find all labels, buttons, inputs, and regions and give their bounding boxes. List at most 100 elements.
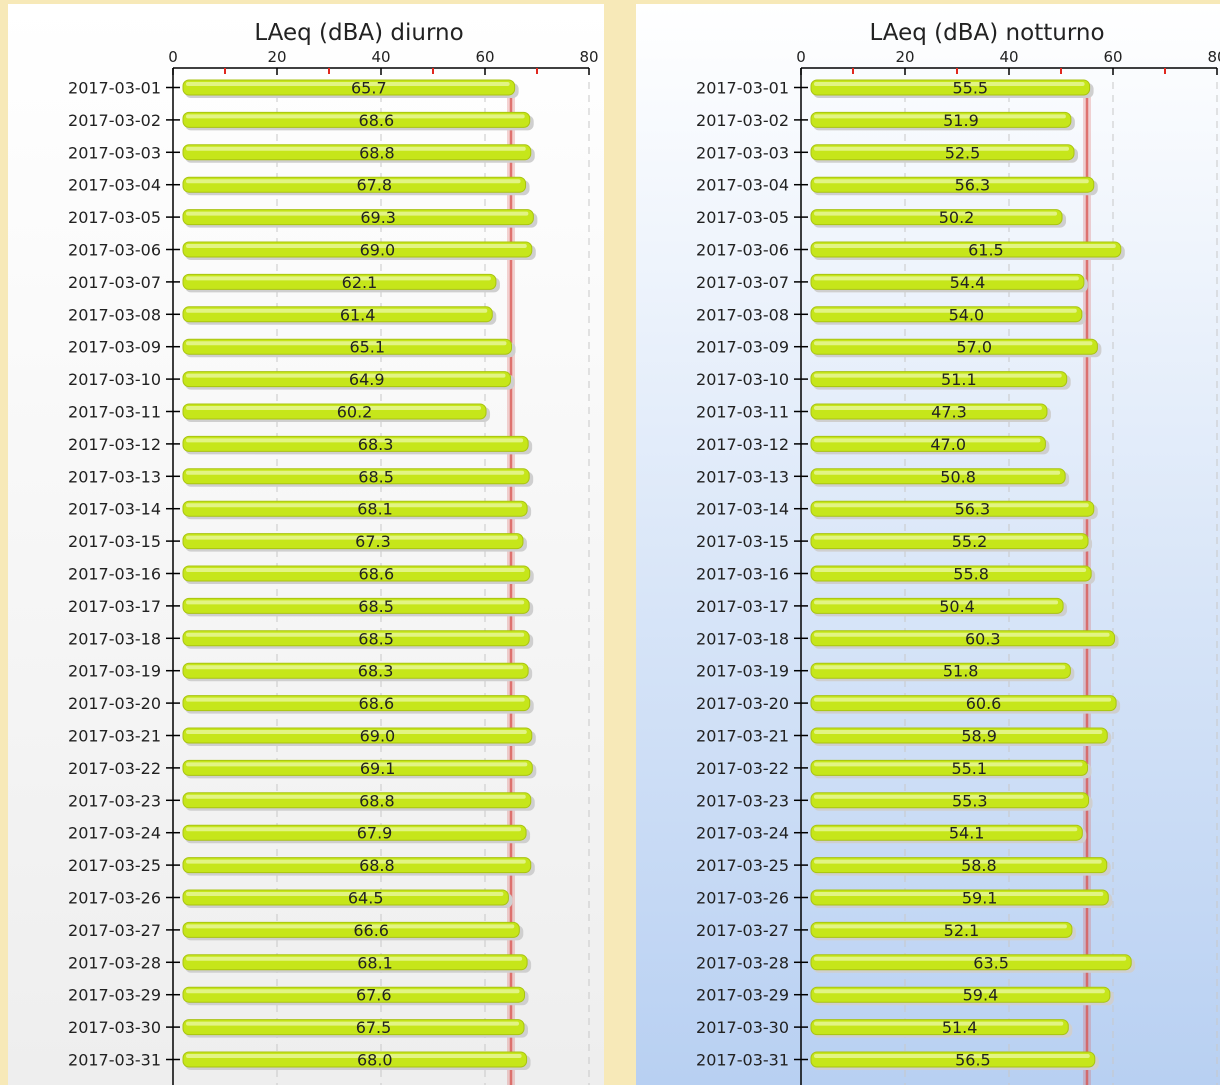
bar-row: 2017-03-31 68.0 [68,1051,531,1070]
bar-row: 2017-03-20 60.6 [696,694,1121,714]
bar-value-label: 50.2 [939,208,975,227]
y-tick-label: 2017-03-19 [68,662,161,681]
bar-row: 2017-03-08 61.4 [68,305,497,325]
y-tick-label: 2017-03-03 [696,143,789,162]
y-tick-label: 2017-03-25 [68,856,161,875]
y-tick-label: 2017-03-07 [696,273,789,292]
bar-highlight [186,503,523,508]
y-tick-label: 2017-03-21 [696,727,789,746]
bar-row: 2017-03-03 68.8 [68,143,535,163]
bar-row: 2017-03-06 69.0 [68,241,536,260]
x-tick-label-80: 80 [1207,48,1220,66]
chart-diurno: LAeq (dBA) diurno 0 20 40 60 80 2017-03-01 65.7… [8,4,604,1085]
bar-row: 2017-03-18 60.3 [696,629,1119,649]
bar-value-label: 54.0 [949,305,985,324]
x-tick-label-0: 0 [168,48,178,66]
bar-row: 2017-03-02 68.6 [68,111,534,131]
bar-row: 2017-03-11 60.2 [68,403,491,422]
bar-value-label: 68.3 [358,435,394,454]
bar-row: 2017-03-09 57.0 [696,338,1102,358]
bar-row: 2017-03-26 64.5 [68,889,513,908]
bar-row: 2017-03-28 68.1 [68,953,532,973]
y-tick-label: 2017-03-09 [68,338,161,357]
bar-row: 2017-03-10 64.9 [68,370,515,390]
bar-value-label: 67.5 [356,1018,392,1037]
bar-value-label: 60.2 [337,403,373,422]
bar-value-label: 65.7 [351,79,387,98]
bar-row: 2017-03-01 55.5 [696,79,1094,98]
bar-value-label: 55.2 [952,532,988,551]
bar-row: 2017-03-19 51.8 [696,662,1075,682]
x-tick-label-60: 60 [475,48,494,66]
bar-row: 2017-03-24 54.1 [696,824,1087,844]
bar-highlight [186,211,529,216]
bar-value-label: 68.8 [359,143,395,162]
y-tick-label: 2017-03-05 [696,208,789,227]
y-tick-label: 2017-03-26 [68,889,161,908]
bar-value-label: 56.5 [955,1051,991,1070]
bar-highlight [814,114,1066,119]
bar-row: 2017-03-01 65.7 [68,79,519,98]
bar-highlight [814,730,1103,734]
bar-row: 2017-03-07 54.4 [696,273,1088,293]
y-tick-label: 2017-03-10 [68,370,161,389]
bar-row: 2017-03-16 55.8 [696,565,1096,584]
y-tick-label: 2017-03-17 [696,597,789,616]
bar-value-label: 52.5 [945,143,981,162]
y-tick-label: 2017-03-04 [696,176,789,195]
bar-highlight [186,470,525,475]
bar-value-label: 58.8 [961,856,997,875]
bar-highlight [186,179,521,184]
bar-highlight [186,373,506,378]
bar-row: 2017-03-09 65.1 [68,338,516,358]
bar-highlight [186,146,526,151]
chart-title: LAeq (dBA) diurno [254,20,463,46]
bar-highlight [186,665,524,670]
y-tick-label: 2017-03-14 [696,500,789,519]
x-tick-label-20: 20 [895,48,914,66]
bar-highlight [814,665,1066,670]
bar-highlight [186,341,507,346]
bar-row: 2017-03-20 68.6 [68,694,534,714]
bar-row: 2017-03-28 63.5 [696,953,1136,973]
bar-highlight [186,794,526,799]
bar-value-label: 56.3 [955,500,991,519]
bar-highlight [814,1021,1064,1026]
bar-row: 2017-03-21 58.9 [696,727,1112,746]
bar-row: 2017-03-13 68.5 [68,467,534,487]
y-tick-label: 2017-03-05 [68,208,161,227]
bar-highlight [186,568,525,572]
bar-row: 2017-03-13 50.8 [696,467,1070,487]
bar-highlight [186,859,526,864]
bar-row: 2017-03-25 68.8 [68,856,535,876]
y-tick-label: 2017-03-24 [68,824,161,843]
bar-value-label: 57.0 [956,338,992,357]
bar-row: 2017-03-17 68.5 [68,597,534,617]
bar-row: 2017-03-06 61.5 [696,241,1125,260]
y-tick-label: 2017-03-16 [696,565,789,584]
bar-row: 2017-03-30 67.5 [68,1018,528,1038]
bar-highlight [814,470,1061,475]
bar-highlight [814,762,1083,767]
bar-highlight [186,244,527,248]
y-tick-label: 2017-03-28 [696,953,789,972]
y-tick-label: 2017-03-18 [696,629,789,648]
bar-value-label: 55.8 [953,565,989,584]
bar-value-label: 68.6 [359,111,395,130]
bar-value-label: 69.3 [360,208,396,227]
bar-row: 2017-03-23 68.8 [68,791,535,811]
bar-value-label: 55.3 [952,791,988,810]
bar-highlight [186,114,525,119]
y-tick-label: 2017-03-25 [696,856,789,875]
y-tick-label: 2017-03-27 [68,921,161,940]
bar-highlight [186,762,528,767]
bar-highlight [186,308,488,313]
bar-highlight [186,406,482,410]
bar-row: 2017-03-04 56.3 [696,176,1098,196]
bar-highlight [814,82,1085,86]
bar-value-label: 50.4 [939,597,975,616]
y-tick-label: 2017-03-29 [696,986,789,1005]
x-tick-label-60: 60 [1103,48,1122,66]
bar-highlight [814,211,1058,216]
bar-value-label: 60.6 [966,694,1002,713]
